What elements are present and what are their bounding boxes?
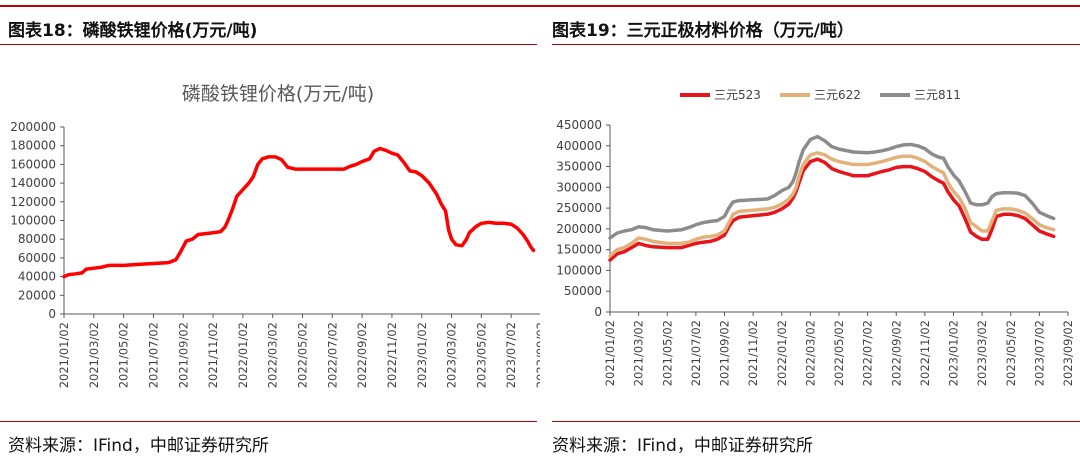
y-tick-label: 40000: [18, 270, 56, 284]
x-tick-label: 2021/07/02: [689, 320, 703, 386]
x-tick-label: 2021/03/02: [87, 322, 101, 388]
legend-label: 三元622: [814, 88, 861, 102]
y-tick-label: 20000: [18, 288, 56, 302]
y-tick-label: 450000: [556, 118, 602, 132]
x-tick-label: 2021/01/02: [57, 322, 71, 388]
x-tick-label: 2023/07/02: [1032, 320, 1046, 386]
y-tick-label: 300000: [556, 180, 602, 194]
right-title-rule: [552, 44, 1080, 45]
legend-label: 三元811: [914, 88, 961, 102]
x-tick-label: 2022/05/02: [832, 320, 846, 386]
x-tick-label: 2023/05/02: [1004, 320, 1018, 386]
x-tick-label: 2022/03/02: [803, 320, 817, 386]
y-tick-label: 140000: [10, 176, 56, 190]
y-tick-label: 80000: [18, 232, 56, 246]
x-tick-label: 2021/01/02: [603, 320, 617, 386]
y-tick-label: 100000: [556, 263, 602, 277]
y-tick-label: 150000: [556, 243, 602, 257]
x-tick-label: 2023/07/02: [504, 322, 518, 388]
series-line-lfp: [62, 146, 536, 279]
x-tick-label: 2023/03/02: [445, 322, 459, 388]
x-tick-label: 2022/11/02: [918, 320, 932, 386]
top-rule: [0, 5, 1080, 7]
y-tick-label: 400000: [556, 139, 602, 153]
chart-title: 磷酸铁锂价格(万元/吨): [182, 83, 374, 105]
x-tick-label: 2021/03/02: [632, 320, 646, 386]
y-tick-label: 200000: [556, 222, 602, 236]
x-tick-label: 2022/01/02: [775, 320, 789, 386]
y-tick-label: 0: [594, 305, 602, 319]
left-title-rule: [0, 44, 537, 45]
x-tick-label: 2021/07/02: [146, 322, 160, 388]
ncm-price-chart: 三元523 三元622 三元811 0 50000 100000 150000 200000…: [556, 88, 1075, 386]
x-tick-label: 2022/03/02: [266, 322, 280, 388]
x-tick-label: 2021/11/02: [746, 320, 760, 386]
x-tick-label: 2023/03/02: [975, 320, 989, 386]
x-tick-label: 2023/01/02: [947, 320, 961, 386]
y-tick-label: 350000: [556, 160, 602, 174]
x-tick-label: 2023/05/02: [474, 322, 488, 388]
legend-label: 三元523: [714, 88, 761, 102]
series-line-三元622: [608, 151, 1056, 258]
x-tick-label: 2022/11/02: [385, 322, 399, 388]
x-tick-label: 2021/09/02: [718, 320, 732, 386]
y-tick-label: 60000: [18, 251, 56, 265]
right-figure-title: 图表19：三元正极材料价格（万元/吨）: [552, 21, 854, 41]
left-figure-title: 图表18：磷酸铁锂价格(万元/吨): [8, 21, 258, 41]
left-source-note: 资料来源：IFind，中邮证券研究所: [8, 436, 269, 456]
x-tick-label: 2023/09/02: [1061, 320, 1075, 386]
x-tick-label: 2022/07/02: [861, 320, 875, 386]
series-line-三元811: [608, 134, 1056, 240]
x-tick-label: 2023/01/02: [415, 322, 429, 388]
right-source-note: 资料来源：IFind，中邮证券研究所: [552, 436, 813, 456]
lfp-price-chart: 磷酸铁锂价格(万元/吨) 0 20000 40000 60000 80000 100000…: [10, 83, 540, 388]
left-source-rule: [0, 421, 537, 422]
x-tick-label: 2021/11/02: [206, 322, 220, 388]
y-tick-label: 100000: [10, 214, 56, 228]
y-tick-label: 200000: [10, 120, 56, 134]
y-tick-label: 250000: [556, 201, 602, 215]
x-tick-label: 2022/05/02: [296, 322, 310, 388]
y-tick-label: 160000: [10, 157, 56, 171]
x-tick-label: 2022/09/02: [889, 320, 903, 386]
x-tick-label: 2021/05/02: [660, 320, 674, 386]
y-tick-label: 180000: [10, 139, 56, 153]
x-tick-label: 2022/09/02: [355, 322, 369, 388]
x-tick-label: 2022/01/02: [236, 322, 250, 388]
right-source-rule: [552, 421, 1080, 422]
x-tick-label: 2021/09/02: [176, 322, 190, 388]
x-tick-label: 2022/07/02: [325, 322, 339, 388]
y-tick-label: 120000: [10, 195, 56, 209]
x-tick-label: 2021/05/02: [117, 322, 131, 388]
y-tick-label: 0: [48, 307, 56, 321]
chart-legend: 三元523 三元622 三元811: [680, 88, 961, 102]
x-tick-label: 2023/09/02: [534, 322, 540, 388]
y-tick-label: 50000: [564, 284, 602, 298]
series-line-三元523: [608, 157, 1056, 262]
